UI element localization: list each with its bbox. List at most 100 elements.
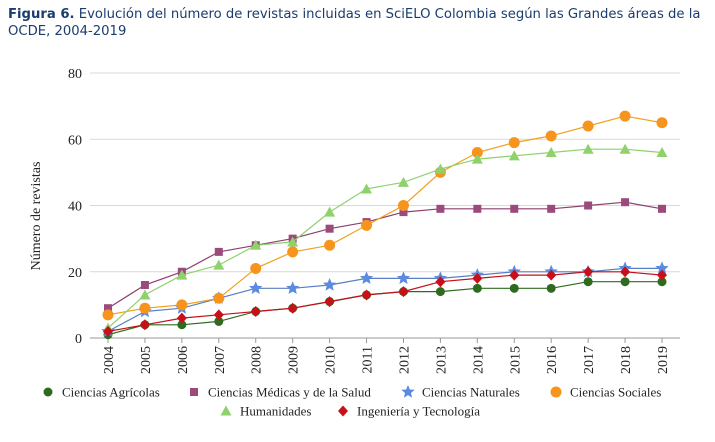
- data-point: [546, 269, 557, 281]
- data-point: [583, 266, 594, 278]
- data-point: [399, 208, 408, 217]
- data-point: [139, 302, 151, 314]
- data-point: [177, 320, 187, 330]
- legend-label: Ingeniería y Tecnología: [357, 404, 480, 419]
- legend-marker: [220, 405, 232, 416]
- data-point: [436, 204, 445, 213]
- data-point: [176, 299, 188, 311]
- x-tick-label: 2014: [471, 346, 486, 374]
- data-point: [547, 204, 556, 213]
- x-tick-label: 2012: [397, 346, 412, 374]
- data-point: [359, 271, 374, 284]
- data-point: [620, 277, 630, 287]
- y-tick-label: 40: [68, 200, 82, 215]
- x-tick-label: 2017: [582, 346, 597, 374]
- data-point: [619, 110, 631, 122]
- data-point: [473, 204, 482, 213]
- data-point: [214, 247, 223, 256]
- data-point: [658, 204, 666, 213]
- data-point: [139, 319, 150, 331]
- figure-caption: Figura 6. Evolución del número de revist…: [8, 6, 708, 40]
- series-line: [107, 267, 662, 332]
- x-tick-label: 2015: [508, 346, 523, 374]
- data-point: [104, 304, 112, 313]
- data-point: [471, 147, 483, 158]
- data-point: [583, 277, 593, 287]
- legend-marker: [338, 405, 348, 417]
- data-point: [249, 281, 263, 294]
- data-point: [322, 278, 337, 291]
- data-point: [250, 239, 262, 250]
- data-point: [324, 206, 336, 217]
- data-point: [176, 269, 188, 280]
- series-5: [103, 266, 667, 337]
- series-line: [107, 115, 663, 316]
- x-tick-label: 2019: [656, 346, 671, 374]
- series-line: [107, 148, 663, 329]
- y-axis-ticks: 0 20 40 60 80: [68, 67, 82, 347]
- data-point: [286, 281, 300, 294]
- data-point: [546, 283, 556, 293]
- data-point: [508, 150, 520, 161]
- data-point: [140, 281, 149, 289]
- data-point: [250, 262, 262, 274]
- figure-label: Figura 6.: [8, 7, 75, 22]
- data-point: [250, 306, 261, 317]
- data-point: [361, 183, 373, 194]
- y-tick-label: 20: [68, 266, 82, 281]
- legend-label: Humanidades: [240, 404, 311, 419]
- legend-item: Ciencias Naturales: [401, 385, 520, 400]
- data-point: [472, 283, 482, 293]
- legend-marker: [401, 385, 415, 398]
- data-point: [213, 259, 225, 270]
- data-point: [619, 143, 631, 154]
- x-tick-label: 2005: [139, 346, 154, 374]
- data-point: [324, 239, 336, 251]
- data-point: [287, 236, 299, 247]
- legend-label: Ciencias Naturales: [422, 385, 520, 400]
- x-axis-ticks: 2004 2005 2006 2007 2008 2009 2010 2011 2012 2013…: [102, 338, 671, 374]
- data-point: [657, 277, 667, 287]
- data-point: [361, 289, 372, 301]
- legend-item: Ciencias Sociales: [550, 385, 661, 400]
- x-tick-label: 2016: [545, 346, 560, 374]
- data-point: [397, 200, 409, 211]
- legend-item: Ciencias Médicas y de la Salud: [190, 385, 371, 400]
- chart-legend: Ciencias Agrícolas Ciencias Médicas y de …: [43, 385, 661, 419]
- x-tick-label: 2006: [176, 346, 191, 374]
- data-point: [434, 163, 446, 174]
- series-4: [102, 143, 668, 333]
- legend-marker: [550, 386, 562, 398]
- data-point: [213, 292, 225, 304]
- data-point: [435, 287, 445, 297]
- series-line: [107, 271, 663, 332]
- data-point: [176, 312, 187, 324]
- legend-item: Ciencias Agrícolas: [43, 385, 160, 400]
- legend-label: Ciencias Sociales: [570, 385, 661, 400]
- data-point: [509, 269, 520, 281]
- data-point: [435, 276, 446, 288]
- data-point: [620, 266, 631, 278]
- chart-grid: [90, 72, 680, 339]
- series-0: [103, 277, 667, 340]
- x-tick-label: 2009: [287, 346, 302, 374]
- data-point: [509, 283, 519, 293]
- data-point: [139, 289, 151, 300]
- data-point: [582, 143, 594, 154]
- legend-item: Ingeniería y Tecnología: [338, 404, 480, 419]
- data-point: [621, 198, 630, 207]
- x-tick-label: 2010: [324, 346, 339, 374]
- chart-series: [101, 110, 669, 340]
- data-point: [584, 201, 593, 210]
- y-tick-label: 0: [75, 332, 82, 347]
- data-point: [287, 302, 298, 314]
- x-tick-label: 2018: [619, 346, 634, 374]
- legend-label: Ciencias Médicas y de la Salud: [208, 385, 371, 400]
- x-tick-label: 2004: [102, 346, 117, 374]
- data-point: [545, 130, 557, 142]
- x-tick-label: 2013: [434, 346, 449, 374]
- data-point: [471, 153, 483, 164]
- series-3: [102, 110, 668, 321]
- data-point: [545, 147, 557, 157]
